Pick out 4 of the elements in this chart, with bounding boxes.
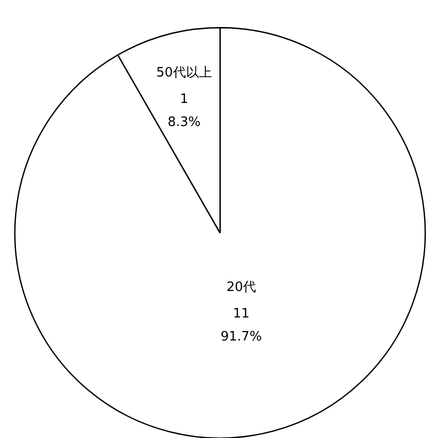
slice-label: 50代以上 — [156, 66, 212, 81]
data-label: 1 8.3% — [168, 92, 201, 130]
slice-label: 20代 — [226, 280, 256, 296]
data-label: 11 91.7% — [220, 306, 262, 345]
